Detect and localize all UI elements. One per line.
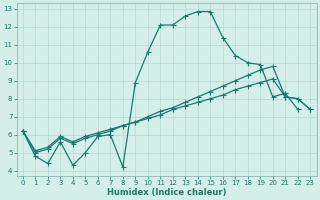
X-axis label: Humidex (Indice chaleur): Humidex (Indice chaleur)	[107, 188, 226, 197]
